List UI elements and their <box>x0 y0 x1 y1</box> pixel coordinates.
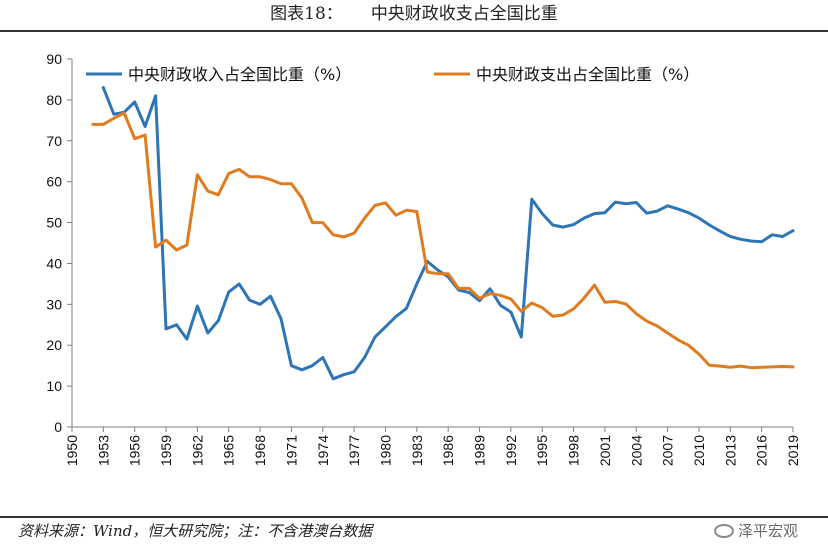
x-tick-label: 2007 <box>660 435 676 466</box>
x-tick-label: 1974 <box>315 435 331 466</box>
x-tick-label: 1962 <box>189 435 205 466</box>
x-tick-label: 1953 <box>95 435 111 466</box>
x-tick-label: 1959 <box>158 435 174 466</box>
x-tick-label: 1986 <box>440 435 456 466</box>
wechat-icon <box>713 523 734 538</box>
x-tick-label: 1983 <box>409 435 425 466</box>
axes: 0 10 20 30 40 50 60 70 80 90 1950 1953 1956 1959 1962 1… <box>46 51 801 466</box>
y-tick-label: 90 <box>46 51 62 67</box>
source-text: 资料来源：Wind，恒大研究院；注：不含港澳台数据 <box>18 522 373 540</box>
x-tick-label: 2004 <box>628 435 644 466</box>
x-tick-label: 1980 <box>377 435 393 466</box>
chart-title: 图表18： 中央财政收支占全国比重 <box>0 0 828 32</box>
watermark-text: 泽平宏观 <box>737 522 798 540</box>
x-tick-label: 1995 <box>534 435 550 466</box>
y-tick-label: 20 <box>46 337 62 353</box>
x-tick-label: 1989 <box>472 435 488 466</box>
source-note: 资料来源：Wind，恒大研究院；注：不含港澳台数据 <box>0 516 828 546</box>
x-tick-label: 1992 <box>503 435 519 466</box>
x-tick-label: 2013 <box>722 435 738 466</box>
y-tick-label: 70 <box>46 133 62 149</box>
y-tick-label: 10 <box>46 378 62 394</box>
x-tick-label: 1956 <box>127 435 143 466</box>
legend-revenue-label: 中央财政收入占全国比重（%） <box>128 65 351 84</box>
x-tick-label: 2010 <box>691 435 707 466</box>
x-tick-label: 1965 <box>221 435 237 466</box>
line-chart: 0 10 20 30 40 50 60 70 80 90 1950 1953 1956 1959 1962 1… <box>46 51 801 466</box>
legend: 中央财政收入占全国比重（%） 中央财政支出占全国比重（%） <box>86 65 699 84</box>
y-tick-label: 0 <box>54 419 62 435</box>
x-tick-label: 1998 <box>566 435 582 466</box>
y-tick-label: 30 <box>46 296 62 312</box>
figure-title-text: 中央财政收支占全国比重 <box>370 4 558 24</box>
legend-expenditure-label: 中央财政支出占全国比重（%） <box>476 65 699 84</box>
x-tick-label: 1968 <box>252 435 268 466</box>
x-tick-label: 2019 <box>785 435 801 466</box>
series-lines <box>91 86 795 381</box>
revenue-series-line <box>101 86 795 381</box>
x-tick-label: 2001 <box>597 435 613 466</box>
figure-number: 图表18： <box>270 4 343 24</box>
y-tick-label: 80 <box>46 92 62 108</box>
y-tick-label: 60 <box>46 174 62 190</box>
y-tick-label: 50 <box>46 215 62 231</box>
x-tick-label: 1977 <box>346 435 362 466</box>
expenditure-series-line <box>91 111 795 370</box>
x-tick-label: 1971 <box>283 435 299 466</box>
x-tick-label: 2016 <box>754 435 770 466</box>
watermark: 泽平宏观 <box>713 520 798 541</box>
y-tick-label: 40 <box>46 255 62 271</box>
x-tick-label: 1950 <box>64 435 80 466</box>
